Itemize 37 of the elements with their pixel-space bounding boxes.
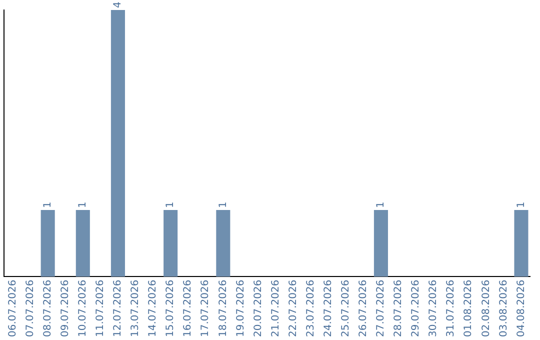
x-tick-label: 17.07.2026 [200, 280, 212, 338]
x-tick-label: 12.07.2026 [112, 280, 124, 338]
data-label: 1 [77, 202, 88, 208]
x-tick-label: 14.07.2026 [148, 280, 159, 338]
x-tick-label: 29.07.2026 [410, 280, 422, 338]
x-tick-label: 07.07.2026 [24, 280, 36, 338]
x-tick-label: 04.08.2026 [516, 280, 527, 338]
x-tick-label: 13.07.2026 [130, 280, 142, 338]
x-tick-label: 31.07.2026 [446, 280, 457, 338]
x-tick-label: 27.07.2026 [376, 280, 387, 338]
x-tick-label: 03.08.2026 [498, 280, 510, 338]
data-label: 4 [112, 2, 124, 8]
data-label: 1 [516, 202, 527, 208]
x-tick-label: 16.07.2026 [182, 280, 194, 338]
x-tick-label: 10.07.2026 [77, 280, 88, 338]
x-tick-label: 01.08.2026 [463, 280, 474, 338]
data-label: 1 [218, 202, 229, 208]
x-tick-label: 15.07.2026 [165, 280, 176, 338]
x-tick-label: 08.07.2026 [42, 280, 54, 338]
x-tick-label: 25.07.2026 [340, 280, 352, 338]
x-tick-label: 23.07.2026 [305, 280, 316, 338]
x-tick-label: 21.07.2026 [270, 280, 282, 338]
x-tick-label: 06.07.2026 [7, 280, 18, 338]
x-tick-label: 22.07.2026 [288, 280, 299, 338]
x-tick-label: 02.08.2026 [480, 280, 492, 338]
x-tick-label: 09.07.2026 [60, 280, 71, 338]
x-tick-label: 24.07.2026 [322, 280, 334, 338]
x-tick-label: 20.07.2026 [252, 280, 264, 338]
x-tick-label: 26.07.2026 [358, 280, 370, 338]
data-label: 1 [376, 202, 387, 208]
x-tick-label: 11.07.2026 [95, 280, 106, 338]
data-label: 1 [165, 202, 176, 208]
x-tick-label: 30.07.2026 [428, 280, 440, 338]
x-tick-label: 19.07.2026 [235, 280, 246, 338]
x-tick-label: 18.07.2026 [218, 280, 229, 338]
data-label: 1 [42, 202, 54, 208]
x-tick-label: 28.07.2026 [393, 280, 404, 338]
